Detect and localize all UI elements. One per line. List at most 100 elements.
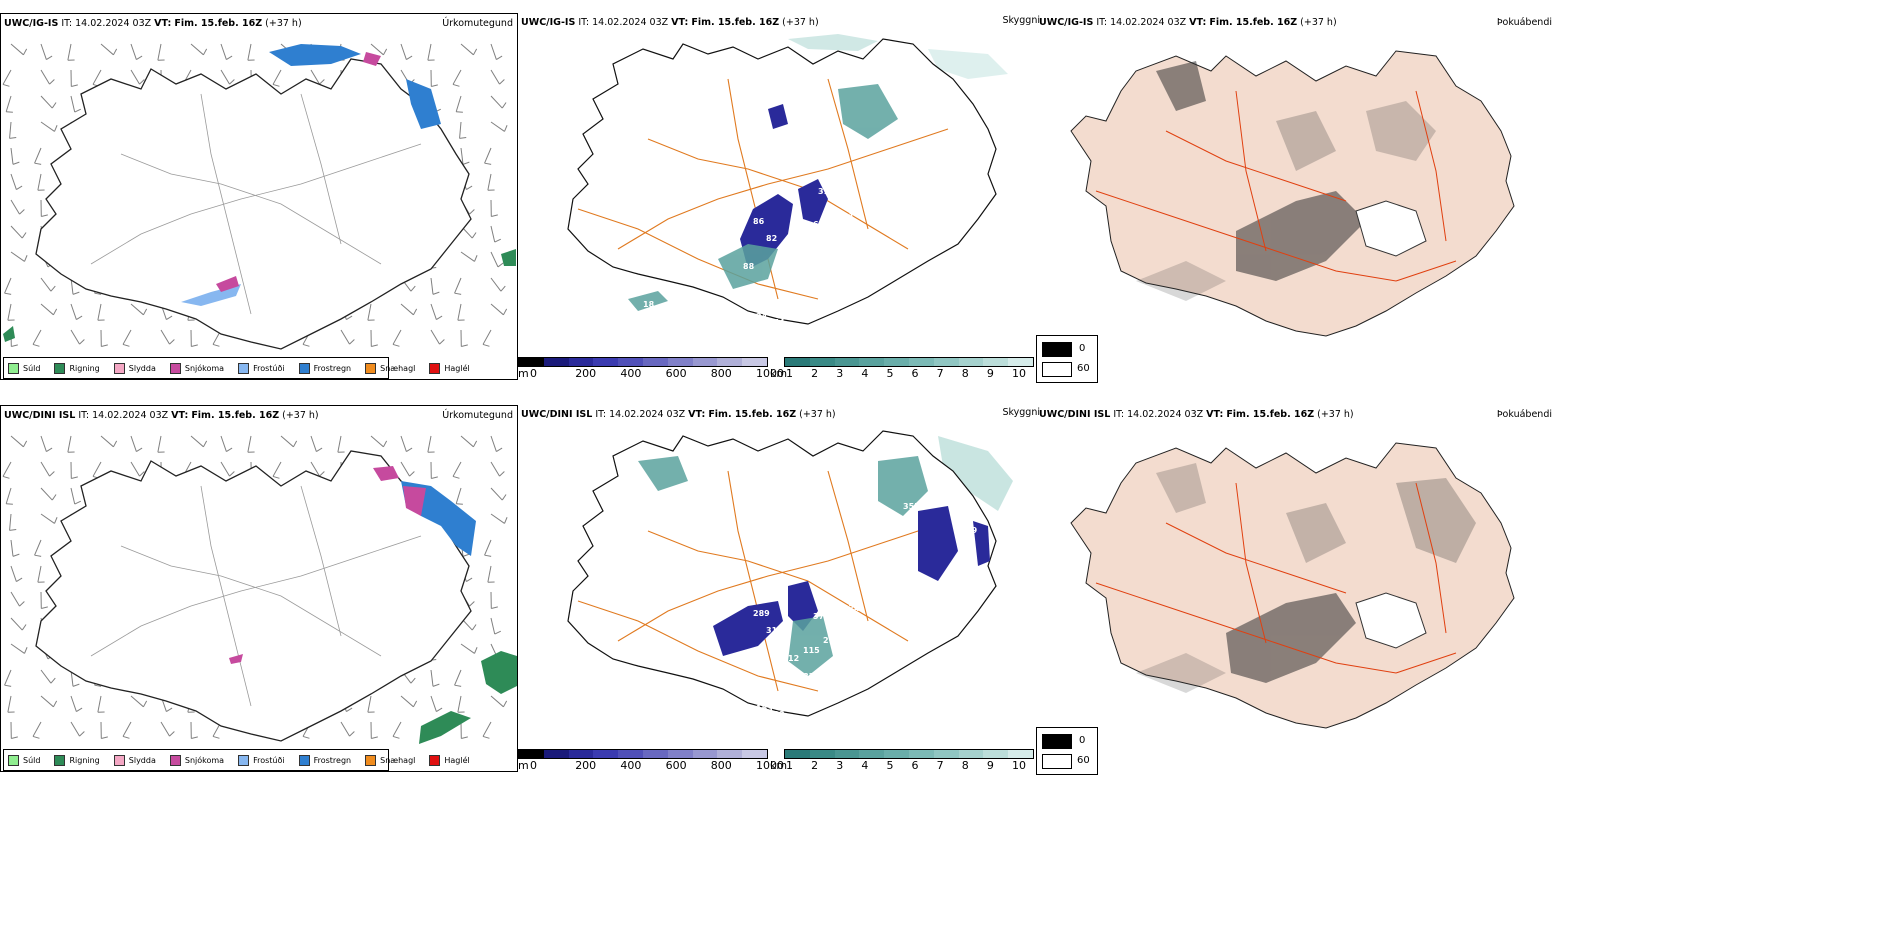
scale-tick-label: 1: [786, 367, 793, 380]
scale-step: [543, 750, 569, 758]
legend-label: Snæhagl: [380, 755, 416, 765]
roads: [90, 93, 422, 315]
visibility-value: 14: [776, 272, 788, 281]
scale-step: [717, 358, 743, 366]
panel-title: Úrkomutegund: [442, 18, 513, 29]
scale-step: [568, 750, 594, 758]
legend-label: Snæhagl: [380, 363, 416, 373]
precip-map: [2, 435, 517, 744]
scale-tick-label: 5: [886, 759, 894, 772]
scale-step: [933, 750, 959, 758]
scale-tick-label: 600: [665, 759, 687, 772]
scale-step: [742, 358, 767, 366]
scale-tick-label: 800: [710, 367, 732, 380]
scale-tick-label: 600: [665, 367, 687, 380]
legend-swatch: [8, 362, 19, 374]
legend-item: Snæhagl: [365, 754, 416, 766]
visibility-scale-km: [784, 749, 1034, 759]
legend-item: Rigning: [54, 754, 100, 766]
legend-swatch: [113, 362, 125, 374]
visibility-value: 310: [766, 626, 783, 635]
scale-step: [667, 750, 693, 758]
scale-tick-label: 0: [530, 759, 537, 772]
scale-tick-label: 200: [575, 367, 597, 380]
legend-label: Rigning: [69, 363, 100, 373]
scale-tick-label: 3: [836, 759, 844, 772]
scale-tick-label: 7: [936, 759, 944, 772]
visibility-panel-top: UWC/IG-IS IT: 14.02.2024 03Z VT: Fim. 15…: [518, 13, 1040, 380]
panel-header: UWC/IG-IS IT: 14.02.2024 03Z VT: Fim. 15…: [521, 17, 819, 28]
legend-swatch: [298, 754, 310, 766]
legend-label: Súld: [23, 363, 41, 373]
visibility-value: 133: [718, 534, 735, 543]
precip-map: [2, 43, 516, 350]
scale-tick-label: 4: [861, 367, 869, 380]
legend-swatch: [113, 754, 125, 766]
scale-tick-label: 8: [961, 759, 969, 772]
scale-step: [785, 750, 810, 758]
scale-step: [692, 750, 718, 758]
legend-swatch: [8, 754, 19, 766]
legend-item: Snæhagl: [365, 362, 416, 374]
legend-label: Frostúði: [253, 755, 285, 765]
scale-tick-label: 6: [911, 367, 919, 380]
visibility-value: 355: [903, 502, 920, 511]
scale-step: [884, 358, 909, 366]
low-vis-cells: [713, 506, 990, 656]
iceland-coastline: [567, 38, 997, 325]
mid-vis-cells: [638, 456, 928, 676]
legend-black-swatch: [1042, 734, 1072, 749]
scale-step: [1008, 750, 1033, 758]
legend-item: Snjókoma: [169, 754, 224, 766]
scale-step: [618, 358, 643, 366]
scale-tick-label: 2: [811, 367, 819, 380]
visibility-value: 11: [966, 134, 978, 143]
visibility-value: 21: [843, 212, 855, 221]
scale-tick-label: 10: [1012, 367, 1026, 380]
scale-tick-label: 9: [986, 367, 994, 380]
legend-item: Frostúði: [238, 754, 285, 766]
visibility-value: 20: [698, 277, 710, 286]
visibility-value: 146: [868, 564, 885, 573]
mid-vis-cells: [628, 84, 898, 311]
scale-tick-label: 3: [836, 367, 844, 380]
visibility-value: 23: [903, 110, 914, 119]
legend-item: Súld: [8, 362, 41, 374]
scale-step: [742, 750, 767, 758]
scale-tick-label: 1: [786, 759, 793, 772]
scale-tick-label: 10: [1012, 759, 1026, 772]
scale-tick-label: 400: [620, 759, 642, 772]
legend-swatch: [429, 362, 441, 374]
scale-unit-m: m: [518, 367, 529, 380]
scale-step: [717, 750, 743, 758]
panel-header: UWC/DINI ISL IT: 14.02.2024 03Z VT: Fim.…: [4, 410, 319, 421]
visibility-value: 745: [818, 579, 835, 588]
scale-tick-label: 800: [710, 759, 732, 772]
roads: [1095, 90, 1457, 282]
scale-step: [908, 750, 934, 758]
scale-step: [983, 750, 1009, 758]
legend-white-swatch: [1042, 754, 1072, 769]
panel-title: Þokuábendi: [1496, 17, 1552, 28]
scale-tick-label: 1000: [756, 759, 784, 772]
scale-step: [642, 750, 668, 758]
visibility-value: 311: [818, 187, 835, 196]
visibility-value: 289: [753, 609, 770, 618]
legend-white-label: 60: [1077, 755, 1090, 766]
precip-type-panel-bottom: UWC/DINI ISL IT: 14.02.2024 03Z VT: Fim.…: [0, 405, 518, 772]
iceland-coastline: [35, 58, 472, 350]
visibility-value: 163: [756, 704, 773, 713]
scale-step: [834, 358, 860, 366]
precip-cells: [3, 44, 516, 342]
legend-black-label: 0: [1079, 343, 1086, 354]
precip-type-panel-top: UWC/IG-IS IT: 14.02.2024 03Z VT: Fim. 15…: [0, 13, 518, 380]
visibility-value: 131: [776, 664, 793, 673]
legend-label: Haglél: [444, 363, 470, 373]
legend-item: Haglél: [429, 362, 470, 374]
scale-step: [642, 358, 668, 366]
panel-title: Þokuábendi: [1496, 409, 1552, 420]
roads: [1095, 482, 1457, 674]
scale-step: [958, 358, 984, 366]
